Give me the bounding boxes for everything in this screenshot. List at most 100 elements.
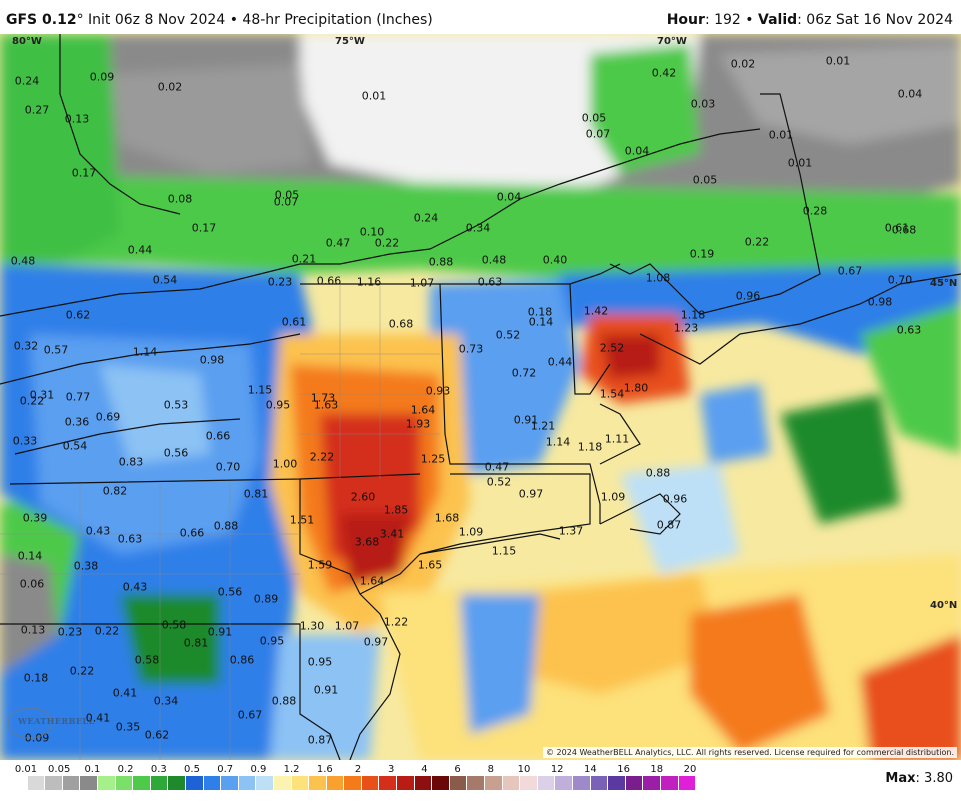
legend-tick-label: 4 — [421, 764, 428, 775]
precip-value: 0.69 — [95, 410, 121, 424]
legend-ticks: 0.01 0.05 0.1 0.2 0.3 0.5 0.7 0.9 1.2 1.6 2 3 4 6 8 10 1… — [0, 764, 700, 776]
precip-value: 0.68 — [891, 223, 917, 237]
legend-swatch — [238, 776, 257, 790]
precip-value: 0.81 — [183, 636, 209, 650]
longitude-label-70w: 70°W — [657, 36, 687, 47]
precip-value: 0.88 — [213, 519, 239, 533]
precip-value: 0.04 — [624, 144, 650, 158]
precip-value: 0.01 — [361, 89, 387, 103]
legend-swatch — [449, 776, 468, 790]
precip-value: 0.01 — [787, 156, 813, 170]
legend-swatch — [326, 776, 345, 790]
precip-value: 0.95 — [265, 398, 291, 412]
precip-value: 0.82 — [102, 484, 128, 498]
legend-swatch — [185, 776, 204, 790]
precip-value: 0.44 — [547, 355, 573, 369]
precip-value: 0.04 — [496, 190, 522, 204]
precip-value: 0.62 — [65, 308, 91, 322]
precip-value: 0.05 — [581, 111, 607, 125]
legend-tick-label: 12 — [550, 764, 564, 775]
precip-value: 1.18 — [680, 308, 706, 322]
legend-tick-label: 20 — [683, 764, 697, 775]
precip-value: 0.62 — [144, 728, 170, 742]
legend-swatch — [168, 776, 186, 790]
init-time: Init 06z 8 Nov 2024 — [88, 12, 226, 28]
legend-tick-label: 3 — [388, 764, 395, 775]
precip-value: 0.70 — [887, 273, 913, 287]
model-name: GFS 0.12 — [6, 12, 77, 28]
precip-value: 0.47 — [484, 460, 510, 474]
precip-value: 0.17 — [71, 166, 97, 180]
legend-swatch — [608, 776, 626, 790]
copyright-notice: © 2024 WeatherBELL Analytics, LLC. All r… — [543, 747, 957, 758]
precip-value: 0.14 — [528, 315, 554, 329]
legend-swatch — [361, 776, 380, 790]
header-valid: Hour: 192 • Valid: 06z Sat 16 Nov 2024 — [667, 12, 953, 28]
precip-value: 0.06 — [19, 577, 45, 591]
precip-value: 0.61 — [281, 315, 307, 329]
precip-value: 0.83 — [118, 455, 144, 469]
precip-value: 1.63 — [313, 398, 339, 412]
max-value: Max: 3.80 — [885, 771, 953, 786]
precip-value: 0.24 — [14, 74, 40, 88]
precip-value: 0.22 — [374, 236, 400, 250]
weatherbell-logo: WEATHERBELL — [6, 706, 94, 740]
precip-value: 0.39 — [22, 511, 48, 525]
precip-value: 1.54 — [599, 387, 625, 401]
precip-value: 0.07 — [273, 195, 299, 209]
precip-value: 0.21 — [291, 252, 317, 266]
precip-value: 0.91 — [513, 413, 539, 427]
precip-value: 0.86 — [229, 653, 255, 667]
latitude-label-40n: 40°N — [930, 600, 958, 611]
precip-value: 0.48 — [481, 253, 507, 267]
precip-value: 0.41 — [85, 711, 111, 725]
precip-value: 0.22 — [94, 624, 120, 638]
legend-swatch — [80, 776, 98, 790]
legend-swatch — [203, 776, 222, 790]
legend-swatch — [256, 776, 274, 790]
precip-value: 0.97 — [363, 635, 389, 649]
max-label: Max — [885, 771, 916, 786]
precip-value: 1.00 — [272, 457, 298, 471]
precip-value: 0.09 — [89, 70, 115, 84]
precip-value: 1.93 — [405, 417, 431, 431]
longitude-label-80w: 80°W — [12, 36, 42, 47]
precip-value: 0.04 — [897, 87, 923, 101]
legend-swatch — [10, 776, 28, 790]
legend-swatch — [221, 776, 239, 790]
precip-value: 0.14 — [17, 549, 43, 563]
precip-value: 0.56 — [217, 585, 243, 599]
legend-tick-label: 10 — [517, 764, 531, 775]
degree-sign: ° — [76, 12, 84, 28]
precip-value: 0.66 — [205, 429, 231, 443]
legend-tick-label: 16 — [617, 764, 630, 775]
title-separator: • — [229, 12, 238, 28]
valid-label: Valid — [758, 12, 798, 28]
precip-value: 1.15 — [247, 383, 273, 397]
precip-value: 0.18 — [527, 305, 553, 319]
precip-field — [0, 34, 961, 760]
precip-value: 0.63 — [117, 532, 143, 546]
precip-value: 0.91 — [313, 683, 339, 697]
precip-value: 1.59 — [307, 558, 333, 572]
precip-value: 1.37 — [558, 524, 584, 538]
precip-value: 1.68 — [434, 511, 460, 525]
legend-tick-label: 6 — [454, 764, 461, 775]
legend-swatch — [45, 776, 63, 790]
legend-tick-label: 1.2 — [283, 764, 300, 775]
precip-value: 0.22 — [744, 235, 770, 249]
county-lines — [0, 284, 440, 760]
product-name: 48-hr Precipitation (Inches) — [242, 12, 433, 28]
precip-value: 1.18 — [577, 440, 603, 454]
legend-swatch — [397, 776, 415, 790]
precip-value: 1.23 — [673, 321, 699, 335]
legend-swatch — [590, 776, 609, 790]
legend-tick-label: 0.05 — [48, 764, 71, 775]
legend-swatch — [573, 776, 591, 790]
precip-value: 0.96 — [735, 289, 761, 303]
precip-value: 0.81 — [243, 487, 269, 501]
precip-value: 1.25 — [420, 452, 446, 466]
precip-value: 0.01 — [825, 54, 851, 68]
precip-value: 0.66 — [316, 274, 342, 288]
map-canvas — [0, 34, 961, 760]
